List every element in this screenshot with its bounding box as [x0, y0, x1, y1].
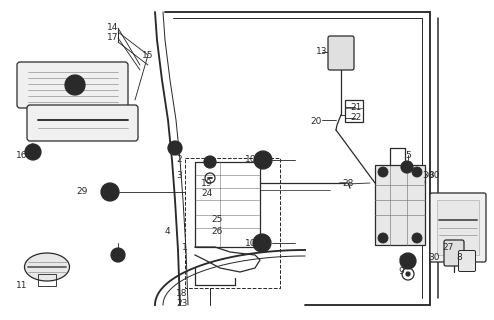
- Circle shape: [253, 234, 271, 252]
- Circle shape: [406, 272, 410, 276]
- Text: 18: 18: [176, 289, 188, 298]
- Circle shape: [400, 253, 416, 269]
- Circle shape: [70, 80, 80, 90]
- Text: 4: 4: [164, 228, 170, 236]
- Circle shape: [401, 161, 413, 173]
- Ellipse shape: [25, 253, 70, 281]
- Text: 30: 30: [428, 171, 440, 180]
- Circle shape: [412, 167, 422, 177]
- Text: 1: 1: [182, 244, 188, 252]
- Text: 27: 27: [442, 244, 453, 252]
- Circle shape: [258, 239, 266, 247]
- Text: 7: 7: [405, 163, 411, 172]
- Text: 8: 8: [456, 253, 462, 262]
- Bar: [345, 100, 363, 122]
- Circle shape: [65, 75, 85, 95]
- Text: 20: 20: [310, 117, 322, 126]
- Text: 17: 17: [107, 34, 119, 43]
- Text: 11: 11: [16, 281, 28, 290]
- Circle shape: [101, 183, 119, 201]
- Circle shape: [259, 156, 267, 164]
- Circle shape: [204, 156, 216, 168]
- Text: 30: 30: [422, 171, 434, 180]
- Text: 13: 13: [316, 47, 328, 57]
- Text: 14: 14: [107, 23, 119, 33]
- Text: 26: 26: [211, 227, 223, 236]
- Bar: [375, 165, 425, 245]
- Text: 22: 22: [350, 114, 362, 123]
- Circle shape: [30, 149, 36, 155]
- Circle shape: [111, 248, 125, 262]
- Circle shape: [405, 164, 410, 170]
- Text: 25: 25: [211, 215, 223, 225]
- FancyBboxPatch shape: [458, 251, 476, 271]
- Text: 6: 6: [398, 255, 404, 265]
- Text: 16: 16: [16, 150, 28, 159]
- FancyBboxPatch shape: [27, 105, 138, 141]
- Text: 28: 28: [342, 180, 354, 188]
- Bar: [437, 200, 479, 255]
- Text: 24: 24: [202, 189, 212, 198]
- FancyBboxPatch shape: [17, 62, 128, 108]
- Text: 10: 10: [245, 238, 256, 247]
- Bar: [38, 274, 56, 286]
- FancyBboxPatch shape: [444, 240, 464, 266]
- Circle shape: [378, 167, 388, 177]
- Text: 31: 31: [169, 143, 181, 153]
- Text: 29: 29: [76, 188, 88, 196]
- Bar: [195, 162, 260, 247]
- Text: 10: 10: [245, 156, 256, 164]
- Circle shape: [207, 159, 212, 164]
- Circle shape: [172, 145, 178, 151]
- Text: 19: 19: [201, 179, 213, 188]
- Text: 30: 30: [428, 253, 440, 262]
- Text: 9: 9: [398, 268, 404, 276]
- Circle shape: [378, 233, 388, 243]
- Circle shape: [106, 188, 114, 196]
- Text: 3: 3: [176, 172, 182, 180]
- Circle shape: [412, 233, 422, 243]
- FancyBboxPatch shape: [328, 36, 354, 70]
- Text: 2: 2: [176, 156, 182, 164]
- Text: 23: 23: [176, 299, 188, 308]
- Circle shape: [254, 151, 272, 169]
- Circle shape: [25, 144, 41, 160]
- Circle shape: [405, 258, 412, 265]
- Bar: [185, 158, 280, 288]
- FancyBboxPatch shape: [430, 193, 486, 262]
- Text: 5: 5: [405, 150, 411, 159]
- Circle shape: [115, 252, 121, 258]
- Text: 21: 21: [350, 102, 362, 111]
- Text: 12: 12: [114, 251, 125, 260]
- Circle shape: [168, 141, 182, 155]
- Text: 15: 15: [142, 51, 154, 60]
